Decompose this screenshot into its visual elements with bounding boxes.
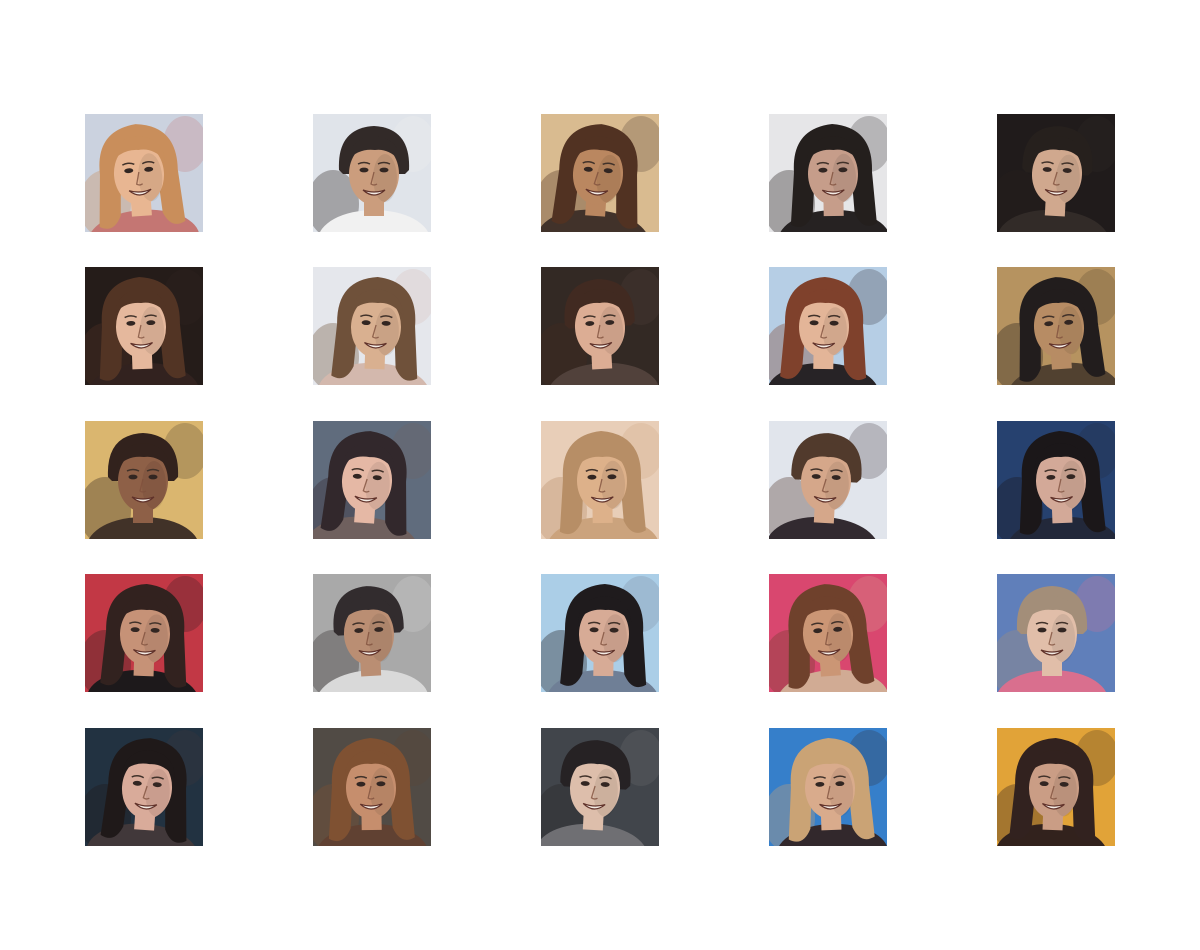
face-r2-c1 xyxy=(85,267,203,385)
face-r5-c3 xyxy=(541,728,659,846)
face-r1-c5 xyxy=(997,114,1115,232)
face-image xyxy=(541,114,659,232)
face-image xyxy=(85,574,203,692)
face-image xyxy=(313,574,431,692)
face-image xyxy=(541,421,659,539)
face-r3-c4 xyxy=(769,421,887,539)
face-image xyxy=(769,574,887,692)
face-r4-c2 xyxy=(313,574,431,692)
face-image xyxy=(85,728,203,846)
face-r1-c4 xyxy=(769,114,887,232)
face-image xyxy=(769,114,887,232)
face-image xyxy=(313,728,431,846)
face-image xyxy=(313,114,431,232)
face-r3-c2 xyxy=(313,421,431,539)
face-image xyxy=(541,728,659,846)
face-r4-c1 xyxy=(85,574,203,692)
face-r1-c3 xyxy=(541,114,659,232)
face-image xyxy=(997,114,1115,232)
face-r3-c3 xyxy=(541,421,659,539)
face-r3-c1 xyxy=(85,421,203,539)
face-image xyxy=(997,728,1115,846)
face-image xyxy=(769,267,887,385)
face-r5-c1 xyxy=(85,728,203,846)
face-r2-c4 xyxy=(769,267,887,385)
face-r5-c5 xyxy=(997,728,1115,846)
face-r1-c2 xyxy=(313,114,431,232)
face-image xyxy=(541,574,659,692)
face-r2-c2 xyxy=(313,267,431,385)
face-image xyxy=(541,267,659,385)
face-image xyxy=(85,114,203,232)
face-image xyxy=(997,574,1115,692)
face-r4-c5 xyxy=(997,574,1115,692)
face-r2-c3 xyxy=(541,267,659,385)
face-image xyxy=(85,421,203,539)
face-r4-c4 xyxy=(769,574,887,692)
face-image xyxy=(769,421,887,539)
face-r5-c2 xyxy=(313,728,431,846)
face-r5-c4 xyxy=(769,728,887,846)
face-image xyxy=(997,267,1115,385)
face-image xyxy=(313,267,431,385)
face-r3-c5 xyxy=(997,421,1115,539)
face-image xyxy=(997,421,1115,539)
face-r4-c3 xyxy=(541,574,659,692)
face-r1-c1 xyxy=(85,114,203,232)
face-r2-c5 xyxy=(997,267,1115,385)
face-image xyxy=(769,728,887,846)
face-image xyxy=(313,421,431,539)
face-image xyxy=(85,267,203,385)
